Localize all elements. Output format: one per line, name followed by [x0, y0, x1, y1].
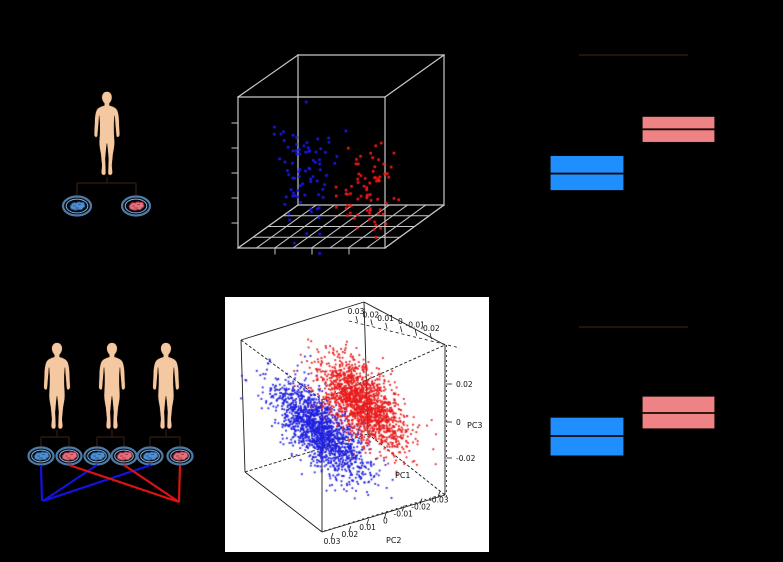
pc2-tick-label: -0.03 [429, 496, 449, 505]
pc2-axis-line [323, 492, 448, 532]
pc1-axis-label: PC1 [395, 471, 411, 480]
pc2-tick [384, 512, 387, 519]
pc2-tick [348, 525, 352, 533]
pc3-tick-label: -0.02 [456, 454, 476, 463]
pc2-tick [437, 491, 441, 498]
pc2-tick [366, 519, 369, 526]
pc3-tick-label: 0 [456, 418, 461, 427]
pc1-tick [355, 315, 358, 323]
pca-tick-marks: 0.030.020.01 0 -0.01-0.020.030.020.010-0.0… [324, 307, 476, 546]
pc1-tick [385, 322, 388, 329]
pc2-axis-label: PC2 [386, 536, 402, 545]
pc2-tick-label: -0.01 [393, 509, 413, 518]
pc1-tick [414, 329, 418, 336]
pc1-axis-line [348, 320, 461, 349]
pc2-tick [419, 498, 423, 505]
pc2-tick-label: 0.03 [324, 537, 341, 546]
pc3-axis-label: PC3 [467, 421, 483, 430]
pc2-tick-label: 0.02 [341, 530, 358, 539]
pc1-tick [370, 319, 373, 326]
pc3-tick-label: 0.02 [456, 380, 473, 389]
pc2-tick-label: 0 [383, 516, 388, 525]
pc2-tick-label: -0.02 [411, 503, 431, 512]
pc2-tick-label: 0.01 [359, 523, 376, 532]
pc2-tick [330, 532, 334, 540]
pc1-tick-label: -0.01 [405, 321, 425, 330]
pc1-tick [400, 326, 403, 333]
pc1-tick-label: 0.02 [362, 310, 379, 319]
pc1-tick-label: 0 [398, 317, 403, 326]
pc1-tick-label: 0.01 [377, 314, 394, 323]
pc1-tick [429, 332, 432, 340]
pc2-tick [401, 505, 405, 512]
pc1-tick-label: 0.03 [348, 307, 365, 316]
pc1-tick-label: -0.02 [420, 324, 440, 333]
